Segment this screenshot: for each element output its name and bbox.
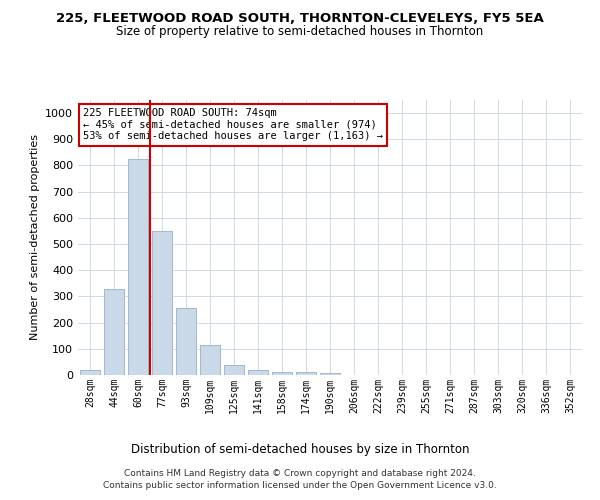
Bar [224,364,244,375]
Bar [176,308,196,375]
Bar [296,372,316,375]
Text: 225, FLEETWOOD ROAD SOUTH, THORNTON-CLEVELEYS, FY5 5EA: 225, FLEETWOOD ROAD SOUTH, THORNTON-CLEV… [56,12,544,26]
Bar [104,288,124,375]
Bar [272,372,292,375]
Bar [320,373,340,375]
Bar [248,370,268,375]
Text: Contains HM Land Registry data © Crown copyright and database right 2024.: Contains HM Land Registry data © Crown c… [124,469,476,478]
Bar [80,370,100,375]
Text: Contains public sector information licensed under the Open Government Licence v3: Contains public sector information licen… [103,481,497,490]
Bar [128,159,148,375]
Text: Size of property relative to semi-detached houses in Thornton: Size of property relative to semi-detach… [116,25,484,38]
Bar [200,345,220,375]
Text: 225 FLEETWOOD ROAD SOUTH: 74sqm
← 45% of semi-detached houses are smaller (974)
: 225 FLEETWOOD ROAD SOUTH: 74sqm ← 45% of… [83,108,383,142]
Text: Distribution of semi-detached houses by size in Thornton: Distribution of semi-detached houses by … [131,442,469,456]
Y-axis label: Number of semi-detached properties: Number of semi-detached properties [29,134,40,340]
Bar [152,231,172,375]
